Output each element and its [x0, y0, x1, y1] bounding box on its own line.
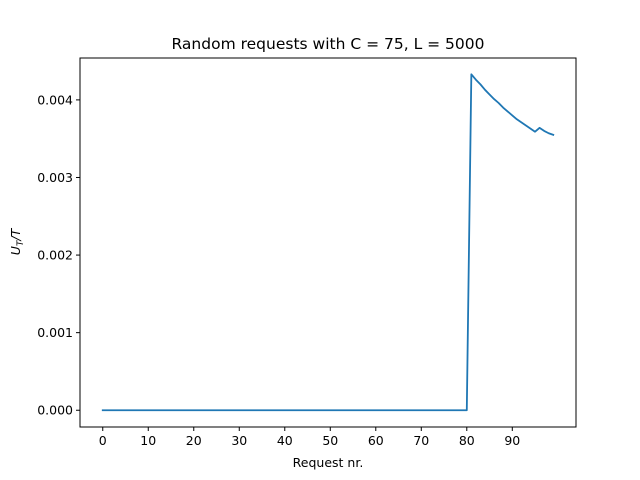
- plot-area: [101, 73, 555, 412]
- x-tick-label: 40: [277, 433, 293, 448]
- y-tick-label: 0.001: [37, 325, 73, 340]
- y-tick-label: 0.003: [37, 170, 73, 185]
- y-axis: 0.000 0.001 0.002 0.003 0.004: [37, 92, 80, 418]
- x-tick-label: 20: [186, 433, 202, 448]
- x-tick-label: 30: [231, 433, 247, 448]
- x-tick-label: 0: [99, 433, 107, 448]
- y-tick-label: 0.004: [37, 92, 73, 107]
- x-axis: 0 10 20 30 40 50 60 70 80 90: [99, 427, 520, 448]
- x-tick-label: 10: [140, 433, 156, 448]
- y-axis-label-base: U: [8, 246, 23, 255]
- chart-title: Random requests with C = 75, L = 5000: [172, 35, 485, 53]
- x-tick-label: 60: [368, 433, 384, 448]
- series-line-0: [101, 73, 555, 412]
- x-tick-label: 80: [459, 433, 475, 448]
- x-tick-label: 90: [504, 433, 520, 448]
- y-axis-label-suffix: /T: [8, 227, 23, 241]
- plot-frame: [79, 57, 577, 428]
- y-axis-label: UT/T: [8, 227, 26, 255]
- x-axis-label: Request nr.: [293, 455, 364, 470]
- x-tick-label: 50: [322, 433, 338, 448]
- y-axis-label-subscript: T: [16, 239, 26, 246]
- y-tick-label: 0.002: [37, 248, 73, 263]
- x-tick-label: 70: [413, 433, 429, 448]
- y-tick-label: 0.000: [37, 403, 73, 418]
